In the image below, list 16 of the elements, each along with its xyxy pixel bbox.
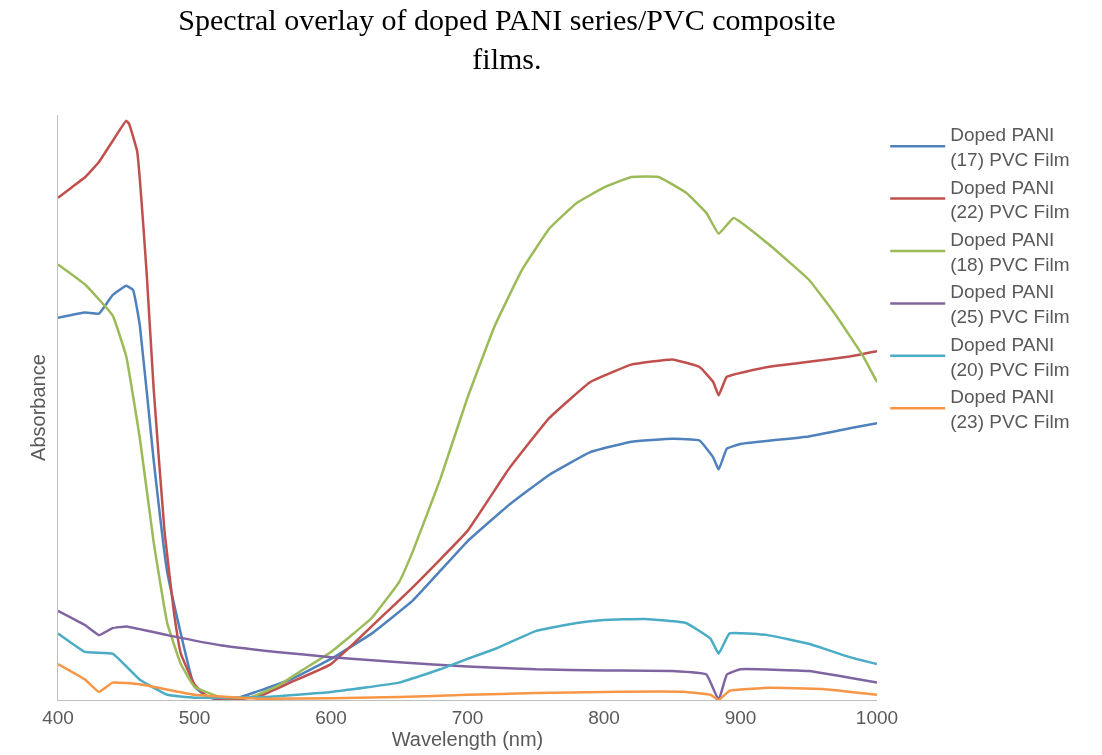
legend-label: Doped PANI (25) PVC Film	[950, 281, 1070, 328]
x-tick-label: 700	[451, 706, 484, 728]
legend-label: Doped PANI (23) PVC Film	[950, 386, 1070, 432]
legend-label: Doped PANI (18) PVC Film	[950, 229, 1070, 275]
legend-label: Doped PANI (17) PVC Film	[950, 124, 1070, 170]
x-tick-label: 500	[178, 706, 211, 728]
x-tick-label: 1000	[855, 706, 899, 728]
x-tick-label: 400	[42, 706, 74, 728]
x-tick-label: 800	[588, 706, 620, 728]
legend-label: Doped PANI (22) PVC Film	[950, 176, 1070, 223]
x-axis-title: Wavelength (nm)	[391, 727, 544, 750]
x-tick-label: 900	[724, 706, 757, 728]
chart-title: Spectral overlay of doped PANI series/PVC composite films.	[178, 3, 836, 76]
x-tick-label: 600	[315, 706, 347, 728]
legend-label: Doped PANI (20) PVC Film	[950, 333, 1070, 380]
y-axis-title: Absorbance	[26, 354, 49, 461]
